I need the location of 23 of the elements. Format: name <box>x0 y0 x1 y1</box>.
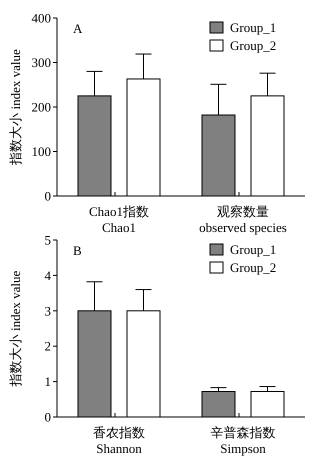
y-axis-title: 指数大小 index value <box>8 49 23 166</box>
legend-label: Group_2 <box>230 260 276 275</box>
y-tick-label: 100 <box>32 144 51 159</box>
y-tick-label: 3 <box>44 303 51 318</box>
y-tick-label: 400 <box>32 10 51 26</box>
y-tick-label: 0 <box>44 188 51 204</box>
y-axis-title: 指数大小 index value <box>8 270 23 388</box>
y-tick-label: 300 <box>32 55 51 70</box>
y-tick-label: 2 <box>44 338 51 354</box>
y-tick-label: 1 <box>44 374 51 390</box>
x-tick-label: 辛普森指数 Simpson <box>210 425 276 456</box>
y-tick-label: 200 <box>32 100 51 114</box>
legend-label: Group_2 <box>230 38 276 53</box>
y-tick-label: 5 <box>44 232 51 248</box>
y-tick-label: 0 <box>44 410 51 424</box>
x-tick-label: Chao1指数 Chao1 <box>89 204 149 235</box>
x-tick-label: 观察数量 observed species <box>199 204 287 235</box>
legend-label: Group_1 <box>230 20 276 35</box>
chart-title: A <box>73 21 83 36</box>
y-tick-label: 4 <box>44 268 52 283</box>
x-tick-label: 香农指数 Shannon <box>93 425 145 456</box>
legend-label: Group_1 <box>230 242 276 257</box>
chart-title: B <box>73 243 82 258</box>
